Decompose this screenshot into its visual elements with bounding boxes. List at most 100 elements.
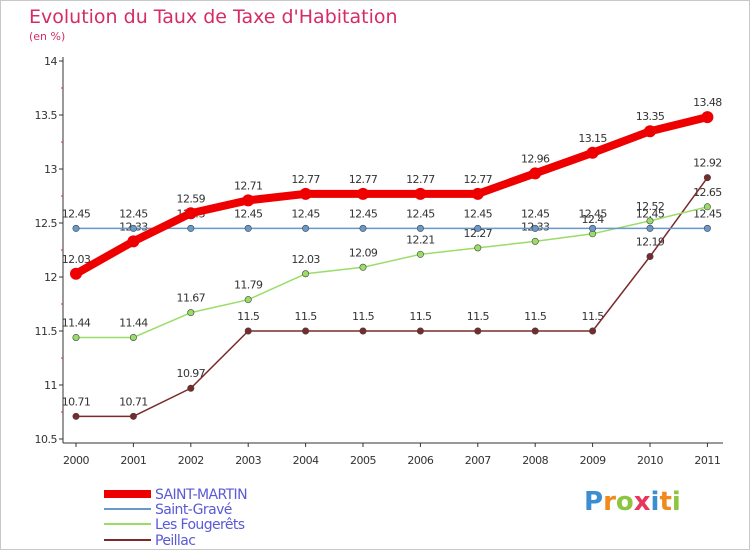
data-point <box>127 235 140 248</box>
legend-item: Les Fougerêts <box>104 517 245 533</box>
data-point <box>187 309 195 317</box>
data-point <box>302 270 310 278</box>
data-point <box>531 237 539 245</box>
logo-letter: i <box>671 487 681 517</box>
series-line <box>75 176 709 418</box>
data-label: 11.44 <box>62 316 91 329</box>
data-point <box>531 224 539 232</box>
x-tick-label: 2002 <box>178 454 204 467</box>
series-line <box>75 206 709 339</box>
y-tick-label: 11 <box>44 379 57 392</box>
data-label: 11.5 <box>467 310 490 323</box>
data-point <box>646 252 654 260</box>
data-point <box>72 412 80 420</box>
data-point <box>70 267 82 280</box>
legend-item: Saint-Gravé <box>104 502 232 518</box>
data-label: 11.5 <box>409 310 432 323</box>
data-point <box>474 244 482 252</box>
data-label: 12.92 <box>693 157 722 170</box>
data-label: 12.45 <box>636 207 665 220</box>
data-point <box>129 224 137 232</box>
data-point <box>589 327 597 335</box>
data-point <box>242 194 255 207</box>
data-point <box>586 146 599 159</box>
data-point <box>244 296 252 304</box>
data-point <box>129 333 137 341</box>
y-tick-label: 13 <box>44 163 57 176</box>
data-label: 12.03 <box>62 253 91 266</box>
data-label: 12.45 <box>349 207 378 220</box>
series-4 <box>72 174 711 420</box>
data-point <box>646 217 654 225</box>
data-label: 11.5 <box>352 310 375 323</box>
data-point <box>302 327 310 335</box>
axes: 10.5 11 11.5 12 12.5 13 13.5 14 2000 2001 2002 2003… <box>35 55 723 467</box>
data-label: 12.45 <box>62 207 91 220</box>
data-label: 12.27 <box>464 227 493 240</box>
data-label: 12.03 <box>291 253 320 266</box>
data-point <box>644 125 656 138</box>
data-point <box>359 263 367 271</box>
x-tick-label: 2003 <box>235 454 261 467</box>
data-point <box>187 384 195 392</box>
data-label: 11.5 <box>524 310 547 323</box>
data-label: 13.48 <box>693 96 722 109</box>
logo-letter: t <box>659 487 672 517</box>
x-tick-label: 2011 <box>694 454 720 467</box>
logo-letter: P <box>584 487 604 517</box>
data-label: 13.15 <box>578 132 607 145</box>
data-label: 11.5 <box>582 310 605 323</box>
x-tick-label: 2007 <box>465 454 491 467</box>
data-label: 12.45 <box>119 207 148 220</box>
data-label: 12.45 <box>406 207 435 220</box>
data-point <box>187 224 195 232</box>
y-tick-label: 14 <box>44 55 57 68</box>
data-point <box>359 224 367 232</box>
data-point <box>129 412 137 420</box>
y-tick-label: 10.5 <box>35 433 58 446</box>
data-label: 12.77 <box>406 173 435 186</box>
logo-letter: o <box>615 487 634 517</box>
data-point <box>531 327 539 335</box>
data-label: 12.45 <box>521 207 550 220</box>
series-line <box>72 113 712 278</box>
data-point <box>474 224 482 232</box>
data-label: 12.77 <box>464 173 493 186</box>
data-label: 10.97 <box>177 367 206 380</box>
chart-title: Evolution du Taux de Taxe d'Habitation <box>29 6 398 28</box>
data-label: 11.5 <box>237 310 260 323</box>
series-1 <box>70 111 714 280</box>
data-label: 11.79 <box>234 279 263 292</box>
logo-letter: i <box>650 487 660 517</box>
data-point <box>646 224 654 232</box>
data-point <box>701 111 714 124</box>
x-tick-label: 2009 <box>580 454 606 467</box>
x-tick-label: 2000 <box>63 454 89 467</box>
x-tick-label: 2010 <box>637 454 663 467</box>
data-point <box>589 224 597 232</box>
data-label: 12.09 <box>349 246 378 259</box>
series-2 <box>72 224 711 232</box>
y-tick-label: 13.5 <box>35 109 58 122</box>
legend-item: SAINT-MARTIN <box>104 487 248 503</box>
data-point <box>72 333 80 341</box>
data-point <box>416 327 424 335</box>
y-tick-label: 11.5 <box>35 325 58 338</box>
data-label: 13.35 <box>636 110 665 123</box>
legend-label: Saint-Gravé <box>155 502 232 518</box>
series-3 <box>72 203 711 341</box>
data-point <box>416 250 424 258</box>
x-tick-label: 2001 <box>120 454 146 467</box>
x-tick-label: 2005 <box>350 454 376 467</box>
data-label: 12.59 <box>177 192 206 205</box>
x-tick-label: 2006 <box>407 454 433 467</box>
data-label: 12.4 <box>582 213 605 226</box>
data-point <box>703 174 711 182</box>
data-label: 12.21 <box>406 233 435 246</box>
data-point <box>416 224 424 232</box>
data-label: 12.45 <box>578 207 607 220</box>
data-label: 12.45 <box>693 207 722 220</box>
